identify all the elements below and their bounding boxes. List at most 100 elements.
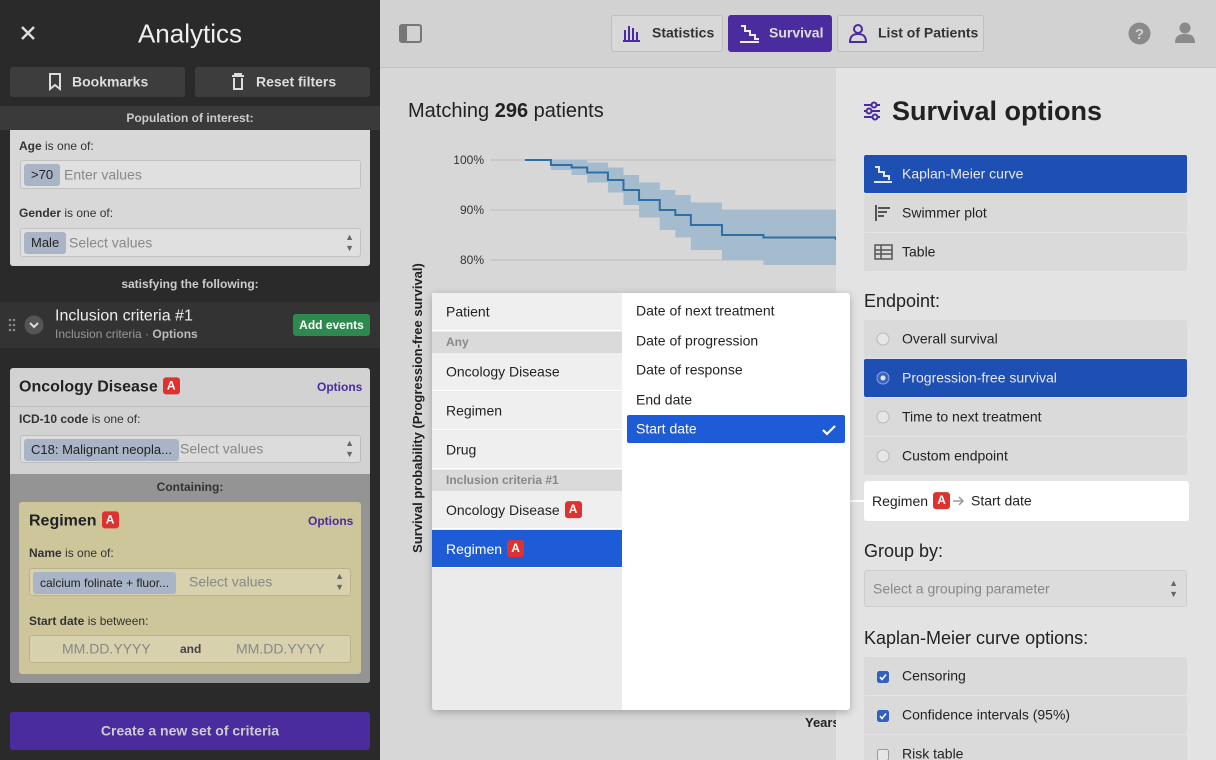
dropdown-field-label[interactable]: Date of next treatment <box>636 302 775 319</box>
filter-field: Gender <box>19 205 62 220</box>
item-name: Oncology Disease <box>446 502 560 519</box>
view-row[interactable] <box>864 155 1187 193</box>
event-name: Oncology Disease <box>19 378 158 396</box>
date-from: MM.DD.YYYY <box>62 640 151 657</box>
survival-chart: 100% 90% 80% Survival probability (Progress… <box>410 153 836 730</box>
dropdown-field-label[interactable]: Date of response <box>636 361 743 378</box>
filter-chip: >70 <box>24 164 61 186</box>
reset-label: Reset filters <box>256 73 337 90</box>
checkbox-glyph <box>877 710 889 722</box>
dropdown-item-label: Patient <box>446 304 490 321</box>
endpoint-label: Custom endpoint <box>902 447 1008 464</box>
criteria-options[interactable]: Options <box>152 326 198 341</box>
create-label: Create a new set of criteria <box>100 722 280 739</box>
reset-button[interactable] <box>195 67 370 97</box>
view-row[interactable] <box>864 194 1187 232</box>
radio <box>876 449 890 463</box>
view-label: Kaplan-Meier curve <box>902 165 1024 182</box>
item-name: Regimen <box>446 402 503 419</box>
group-by-select[interactable]: Select a grouping parameter ▲ ▼ <box>864 570 1187 607</box>
filter-label: Gender is one of: <box>19 206 113 220</box>
dropdown-item[interactable] <box>432 293 622 331</box>
field-select[interactable]: C18: Malignant neopla... Select values ▲… <box>20 435 361 463</box>
km-option-row[interactable] <box>864 735 1187 760</box>
item-badge: A <box>507 540 525 558</box>
endpoint-label: Time to next treatment <box>902 408 1042 425</box>
dropdown-item[interactable] <box>432 530 622 568</box>
dropdown-field-label[interactable]: End date <box>636 391 693 408</box>
field-chip: C18: Malignant neopla... <box>24 439 179 461</box>
tab[interactable] <box>728 15 832 52</box>
selected-event-badge: A <box>933 492 951 510</box>
group-by-label: Group by: <box>864 541 944 562</box>
view-icon <box>874 165 893 183</box>
view-row[interactable] <box>864 233 1187 271</box>
field-label: Start date is between: <box>29 614 148 628</box>
user-icon[interactable] <box>1174 22 1196 44</box>
bookmarks-button[interactable] <box>10 67 185 97</box>
child-name: Regimen <box>29 512 97 530</box>
collapse-toggle[interactable] <box>24 315 44 335</box>
endpoint-row[interactable] <box>864 437 1187 475</box>
dropdown-item[interactable] <box>432 491 622 529</box>
connector <box>850 500 864 502</box>
child-options[interactable]: Options <box>308 513 354 528</box>
date-to: MM.DD.YYYY <box>236 640 325 657</box>
km-option-row[interactable] <box>864 657 1187 695</box>
filter-placeholder: Select values <box>69 234 153 251</box>
date-range[interactable]: MM.DD.YYYY and MM.DD.YYYY <box>29 635 351 663</box>
filter-select[interactable]: Male Select values ▲ ▼ <box>20 228 361 257</box>
tab-icon-glyph <box>848 24 868 43</box>
dropdown-field-label: Start date <box>636 420 697 437</box>
endpoint-row[interactable] <box>864 359 1187 397</box>
field-operator: is one of: <box>91 411 141 426</box>
add-events-button[interactable] <box>293 314 370 336</box>
filter-field: Age <box>19 138 42 153</box>
event-title: Oncology Disease A <box>19 377 180 396</box>
item-name: Drug <box>446 441 477 458</box>
dropdown-item-label: Drug <box>446 442 476 459</box>
dropdown-item[interactable] <box>432 353 622 391</box>
event-options[interactable]: Options <box>317 379 363 394</box>
radio-glyph <box>876 332 890 346</box>
checkbox <box>877 748 889 760</box>
radio-glyph <box>876 371 890 385</box>
close-icon[interactable] <box>20 25 36 41</box>
add-events-label: Add events <box>299 317 364 332</box>
field-operator: is between: <box>87 613 149 628</box>
tab-icon <box>848 24 869 43</box>
tab-icon <box>623 24 643 43</box>
radio <box>876 332 890 346</box>
field-placeholder: Select values <box>189 573 273 590</box>
view-icon <box>874 204 893 222</box>
km-option-row[interactable] <box>864 696 1187 734</box>
endpoint-row[interactable] <box>864 398 1187 436</box>
help-icon[interactable]: ? <box>1128 22 1151 45</box>
dropdown-field[interactable] <box>627 415 845 443</box>
field-name: Name <box>29 545 62 560</box>
sidebar-toggle[interactable] <box>399 24 422 43</box>
dropdown-field-label[interactable]: Date of progression <box>636 332 759 349</box>
field-select[interactable]: calcium folinate + fluor... Select value… <box>29 568 351 596</box>
containing-label: Containing: <box>156 479 224 494</box>
radio <box>876 410 890 424</box>
field-label: Name is one of: <box>29 546 114 560</box>
view-label: Table <box>902 243 936 260</box>
dropdown-header <box>432 470 622 491</box>
population-strip <box>0 106 380 130</box>
field-placeholder: Select values <box>180 440 264 457</box>
view-icon-glyph <box>874 166 892 183</box>
endpoint-row[interactable] <box>864 320 1187 358</box>
dropdown-item[interactable] <box>432 431 622 469</box>
dropdown-item[interactable] <box>432 392 622 430</box>
satisfying-label: satisfying the following: <box>121 276 259 291</box>
field-name: ICD-10 code <box>19 411 89 426</box>
item-name: Regimen <box>446 541 503 558</box>
drag-handle[interactable] <box>8 318 16 332</box>
filter-input[interactable]: >70 Enter values <box>20 160 361 189</box>
checkbox <box>877 709 889 722</box>
tab-icon-glyph <box>623 26 640 42</box>
field-name: Start date <box>29 613 85 628</box>
field-label: ICD-10 code is one of: <box>19 412 140 426</box>
create-button[interactable] <box>10 712 370 750</box>
